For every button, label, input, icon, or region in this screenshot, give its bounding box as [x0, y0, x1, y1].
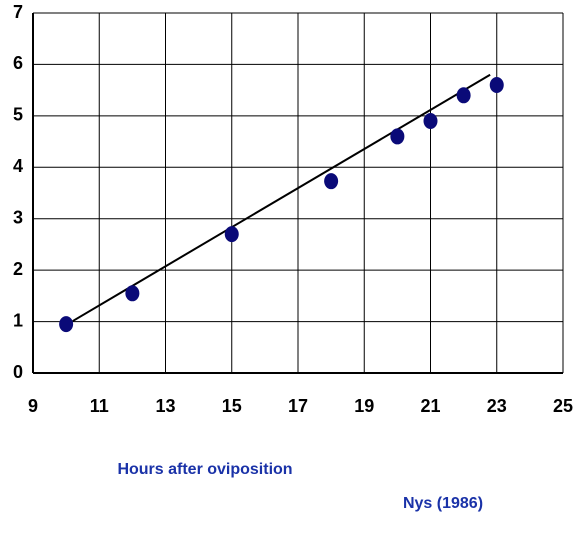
data-point: [224, 226, 239, 243]
x-tick-label: 17: [288, 396, 308, 416]
data-point: [390, 128, 405, 145]
x-tick-label: 15: [222, 396, 242, 416]
trend-line: [72, 73, 491, 322]
y-tick-label: 0: [13, 362, 23, 382]
data-point: [489, 77, 504, 93]
y-tick-label: 5: [13, 105, 23, 125]
y-tick-label: 6: [13, 53, 23, 73]
x-tick-label: 13: [155, 396, 175, 416]
x-tick-label: 9: [28, 396, 38, 416]
y-tick-label: 7: [13, 2, 23, 22]
x-tick-label: 21: [420, 396, 440, 416]
y-tick-label: 2: [13, 259, 23, 279]
source-note: Nys (1986): [403, 495, 483, 512]
x-tick-label: 11: [90, 396, 109, 416]
data-point: [125, 285, 140, 302]
x-tick-label: 25: [553, 396, 573, 416]
x-axis-label: Hours after oviposition: [117, 461, 292, 478]
x-tick-label: 23: [487, 396, 507, 416]
data-point: [423, 113, 438, 129]
data-point: [324, 173, 339, 190]
y-tick-label: 4: [13, 156, 23, 176]
y-tick-label: 3: [13, 207, 23, 227]
x-tick-label: 19: [354, 396, 374, 416]
data-point: [59, 316, 74, 333]
y-tick-label: 1: [13, 310, 23, 330]
data-point: [456, 87, 471, 104]
